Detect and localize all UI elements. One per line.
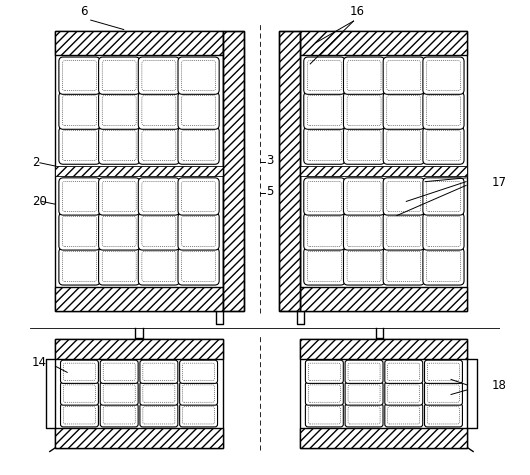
Bar <box>301 428 467 448</box>
Bar <box>223 31 244 311</box>
FancyBboxPatch shape <box>304 248 345 285</box>
FancyBboxPatch shape <box>59 92 100 129</box>
Text: 18: 18 <box>492 379 507 391</box>
Bar <box>56 166 223 176</box>
FancyBboxPatch shape <box>423 178 464 215</box>
FancyBboxPatch shape <box>178 92 219 129</box>
FancyBboxPatch shape <box>178 127 219 164</box>
FancyBboxPatch shape <box>343 178 385 215</box>
FancyBboxPatch shape <box>383 213 425 250</box>
FancyBboxPatch shape <box>383 178 425 215</box>
FancyBboxPatch shape <box>423 248 464 285</box>
Bar <box>56 31 223 56</box>
FancyBboxPatch shape <box>138 127 180 164</box>
FancyBboxPatch shape <box>383 127 425 164</box>
FancyBboxPatch shape <box>138 92 180 129</box>
FancyBboxPatch shape <box>383 92 425 129</box>
FancyBboxPatch shape <box>305 360 343 383</box>
FancyBboxPatch shape <box>425 360 462 383</box>
FancyBboxPatch shape <box>423 57 464 95</box>
Text: 3: 3 <box>266 154 273 167</box>
FancyBboxPatch shape <box>345 360 383 383</box>
FancyBboxPatch shape <box>180 404 217 427</box>
FancyBboxPatch shape <box>140 404 178 427</box>
FancyBboxPatch shape <box>99 178 140 215</box>
FancyBboxPatch shape <box>178 57 219 95</box>
FancyBboxPatch shape <box>343 248 385 285</box>
Text: 14: 14 <box>32 355 47 369</box>
Bar <box>301 340 467 359</box>
FancyBboxPatch shape <box>343 213 385 250</box>
FancyBboxPatch shape <box>140 382 178 405</box>
FancyBboxPatch shape <box>138 178 180 215</box>
FancyBboxPatch shape <box>59 57 100 95</box>
FancyBboxPatch shape <box>99 92 140 129</box>
FancyBboxPatch shape <box>304 127 345 164</box>
Bar <box>301 286 467 311</box>
FancyBboxPatch shape <box>423 127 464 164</box>
FancyBboxPatch shape <box>138 57 180 95</box>
Text: 17: 17 <box>492 176 507 189</box>
FancyBboxPatch shape <box>304 178 345 215</box>
FancyBboxPatch shape <box>425 382 462 405</box>
FancyBboxPatch shape <box>60 360 99 383</box>
FancyBboxPatch shape <box>99 57 140 95</box>
Text: 20: 20 <box>32 195 47 208</box>
FancyBboxPatch shape <box>178 248 219 285</box>
FancyBboxPatch shape <box>385 360 423 383</box>
FancyBboxPatch shape <box>180 382 217 405</box>
FancyBboxPatch shape <box>423 213 464 250</box>
Bar <box>301 166 467 176</box>
FancyBboxPatch shape <box>178 178 219 215</box>
FancyBboxPatch shape <box>304 213 345 250</box>
FancyBboxPatch shape <box>385 404 423 427</box>
Bar <box>279 31 301 311</box>
Bar <box>56 286 223 311</box>
Text: 16: 16 <box>349 5 364 18</box>
FancyBboxPatch shape <box>305 382 343 405</box>
FancyBboxPatch shape <box>99 213 140 250</box>
FancyBboxPatch shape <box>343 57 385 95</box>
FancyBboxPatch shape <box>59 213 100 250</box>
FancyBboxPatch shape <box>178 213 219 250</box>
FancyBboxPatch shape <box>100 382 138 405</box>
FancyBboxPatch shape <box>304 92 345 129</box>
Bar <box>301 31 467 311</box>
FancyBboxPatch shape <box>180 360 217 383</box>
FancyBboxPatch shape <box>100 404 138 427</box>
Bar <box>56 31 223 311</box>
FancyBboxPatch shape <box>140 360 178 383</box>
FancyBboxPatch shape <box>343 127 385 164</box>
Bar <box>301 340 467 448</box>
Text: 6: 6 <box>80 5 87 18</box>
FancyBboxPatch shape <box>423 92 464 129</box>
Text: 2: 2 <box>32 156 39 169</box>
FancyBboxPatch shape <box>138 248 180 285</box>
FancyBboxPatch shape <box>99 248 140 285</box>
Bar <box>56 340 223 359</box>
FancyBboxPatch shape <box>59 248 100 285</box>
FancyBboxPatch shape <box>385 382 423 405</box>
Bar <box>279 31 301 311</box>
FancyBboxPatch shape <box>304 57 345 95</box>
FancyBboxPatch shape <box>59 178 100 215</box>
FancyBboxPatch shape <box>425 404 462 427</box>
FancyBboxPatch shape <box>383 248 425 285</box>
FancyBboxPatch shape <box>60 404 99 427</box>
FancyBboxPatch shape <box>100 360 138 383</box>
Bar <box>223 31 244 311</box>
FancyBboxPatch shape <box>305 404 343 427</box>
FancyBboxPatch shape <box>383 57 425 95</box>
Bar <box>56 428 223 448</box>
FancyBboxPatch shape <box>60 382 99 405</box>
FancyBboxPatch shape <box>59 127 100 164</box>
Text: 5: 5 <box>266 186 273 199</box>
FancyBboxPatch shape <box>345 404 383 427</box>
FancyBboxPatch shape <box>138 213 180 250</box>
FancyBboxPatch shape <box>343 92 385 129</box>
FancyBboxPatch shape <box>345 382 383 405</box>
FancyBboxPatch shape <box>99 127 140 164</box>
Bar <box>56 340 223 448</box>
Bar <box>301 31 467 56</box>
